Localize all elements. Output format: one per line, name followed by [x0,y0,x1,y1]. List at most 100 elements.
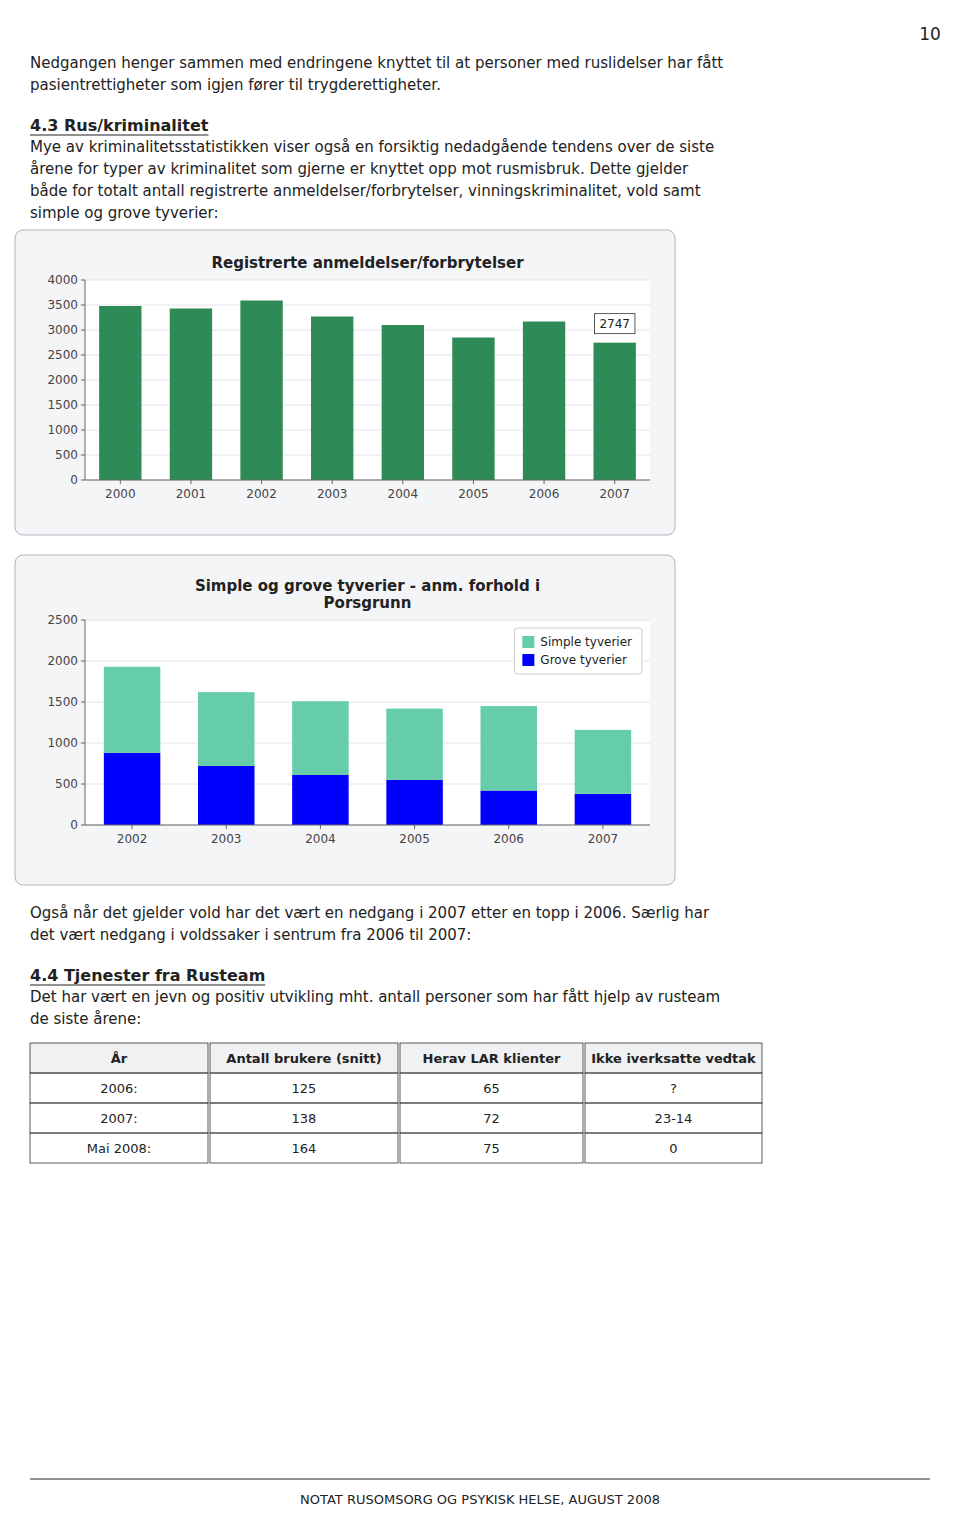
x-tick [226,825,227,829]
bar-segment [198,692,255,766]
x-tick-label: 2006 [529,487,560,501]
chart-title-line: Registrerte anmeldelser/forbrytelser [211,254,524,272]
x-tick [320,825,321,829]
marks [99,301,636,481]
x-tick [544,480,545,484]
x-axis [85,480,650,481]
body-text: det vært nedgang i voldssaker i sentrum … [30,926,471,944]
bar-segment [292,701,349,775]
marks [104,667,631,825]
table-text: 75 [483,1141,500,1156]
y-tick-label: 500 [55,777,78,791]
chart-panel [15,555,675,885]
x-tick [473,480,474,484]
bar-segment [104,753,161,825]
x-tick [414,825,415,829]
table-cell [400,1073,583,1103]
y-axis [85,620,86,825]
table-cell [400,1103,583,1133]
x-tick [120,480,121,484]
annotation: 2747 [599,317,630,331]
x-tick-label: 2007 [599,487,630,501]
y-tick [81,305,85,306]
plot-area [85,620,650,825]
grid-line [85,480,650,481]
footer: NOTAT RUSOMSORG OG PSYKISK HELSE, AUGUST… [300,1492,660,1507]
table-text: Mai 2008: [87,1141,151,1156]
y-tick [81,430,85,431]
chart-title-line: Porsgrunn [324,594,412,612]
x-tick [261,480,262,484]
annotation-box [594,314,635,334]
y-tick [81,405,85,406]
chart: Simple og grove tyverier - anm. forhold … [15,555,675,885]
grid-line [85,305,650,306]
y-tick-label: 2500 [47,348,78,362]
x-tick-label: 2001 [176,487,207,501]
y-tick-label: 2500 [47,613,78,627]
grid-line [85,743,650,744]
x-tick [332,480,333,484]
y-tick-label: 2000 [47,373,78,387]
x-tick-label: 2005 [399,832,430,846]
chart-title: Registrerte anmeldelser/forbrytelser [211,254,524,272]
x-tick [190,480,191,484]
y-tick [81,380,85,381]
grid-line [85,702,650,703]
bar-segment [481,791,538,825]
section-title: 4.4 Tjenester fra Rusteam [30,966,265,985]
chart-panel [15,230,675,535]
y-tick [81,355,85,356]
bar-segment [386,780,443,825]
bar-segment [292,775,349,825]
table-header: Antall brukere (snitt) [226,1051,381,1066]
y-tick-label: 1000 [47,736,78,750]
x-tick [508,825,509,829]
bar-segment [386,709,443,780]
x-tick-label: 2004 [388,487,419,501]
table-text: ? [670,1081,677,1096]
x-tick-label: 2007 [588,832,619,846]
y-tick-label: 3000 [47,323,78,337]
x-tick-label: 2005 [458,487,489,501]
x-tick-label: 2003 [317,487,348,501]
y-tick [81,743,85,744]
bar [382,325,424,480]
page-number: 10 [919,24,941,44]
x-tick [602,825,603,829]
bar-segment [575,730,632,794]
y-tick-label: 1000 [47,423,78,437]
y-tick-label: 4000 [47,273,78,287]
intro-text: Nedgangen henger sammen med endringene k… [30,54,723,72]
section-title: 4.3 Rus/kriminalitet [30,116,209,135]
y-axis [85,280,86,480]
legend-swatch [522,654,534,666]
x-axis [85,825,650,826]
table-text: 164 [292,1141,317,1156]
bar-segment [104,667,161,753]
bar [240,301,282,481]
bar [594,343,636,480]
table-cell [400,1043,583,1073]
chart: Registrerte anmeldelser/forbrytelser0500… [15,230,675,535]
table-text: 65 [483,1081,500,1096]
heading-underline [30,984,265,985]
y-tick [81,825,85,826]
table-cell [400,1133,583,1163]
legend-box [514,628,642,674]
table-cell [585,1073,762,1103]
chart-title-line: Simple og grove tyverier - anm. forhold … [195,577,540,595]
y-tick-label: 2000 [47,654,78,668]
table-header: År [111,1051,128,1066]
table-text: 125 [292,1081,317,1096]
grid-line [85,825,650,826]
y-tick-label: 0 [70,473,78,487]
legend-swatch [522,636,534,648]
table-text: 0 [669,1141,677,1156]
table-text: 138 [292,1111,317,1126]
y-tick [81,455,85,456]
section-body: simple og grove tyverier: [30,204,219,222]
table-cell [30,1073,208,1103]
bar-segment [481,706,538,790]
y-tick [81,280,85,281]
